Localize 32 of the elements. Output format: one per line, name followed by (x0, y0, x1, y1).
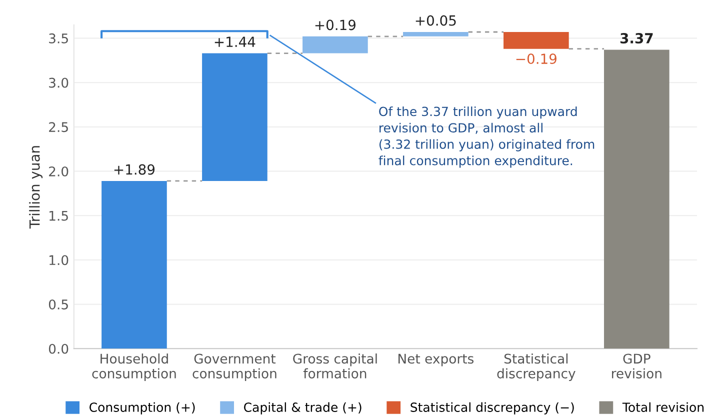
y-tick-label: 3.5 (49, 33, 68, 44)
y-tick-label: 2.5 (49, 122, 68, 132)
bar (102, 180, 167, 349)
legend-label: Total revision (622, 402, 704, 412)
data-label: −0.19 (516, 54, 556, 64)
data-label: +1.89 (114, 164, 155, 175)
legend-label: Capital & trade (+) (244, 402, 362, 414)
data-label: +0.19 (315, 20, 356, 30)
x-tick-label: Gross capital formation (293, 353, 377, 378)
bar (504, 32, 569, 49)
y-tick-label: 1.5 (50, 210, 68, 221)
bar (604, 50, 670, 349)
bar (202, 53, 268, 181)
data-label: 3.37 (620, 32, 653, 44)
legend-label: Consumption (+) (90, 402, 195, 414)
y-axis-title: Trillion yuan (29, 146, 43, 229)
data-label: +1.44 (214, 36, 256, 47)
data-label: +0.05 (416, 15, 456, 26)
y-tick-label: 0.5 (48, 299, 68, 310)
x-tick-label: Statistical discrepancy (497, 353, 576, 382)
bar (302, 36, 368, 54)
legend-label: Statistical discrepancy (−) (410, 402, 574, 414)
x-tick-label: Net exports (398, 354, 474, 366)
annotation: Of the 3.37 trillion yuan upward revision to GDP, almost all (3.32 trillion yuan) originated from final consumption expenditure. (378, 106, 594, 168)
x-tick-label: GDP revision (612, 354, 662, 378)
y-tick-label: 2.0 (49, 166, 68, 176)
y-tick-label: 3.0 (49, 78, 68, 88)
y-tick-label: 1.0 (50, 255, 68, 266)
bar (403, 32, 468, 36)
x-tick-label: Household consumption (92, 353, 176, 382)
y-tick-label: 0.0 (48, 344, 68, 354)
x-tick-label: Government consumption (192, 354, 276, 382)
